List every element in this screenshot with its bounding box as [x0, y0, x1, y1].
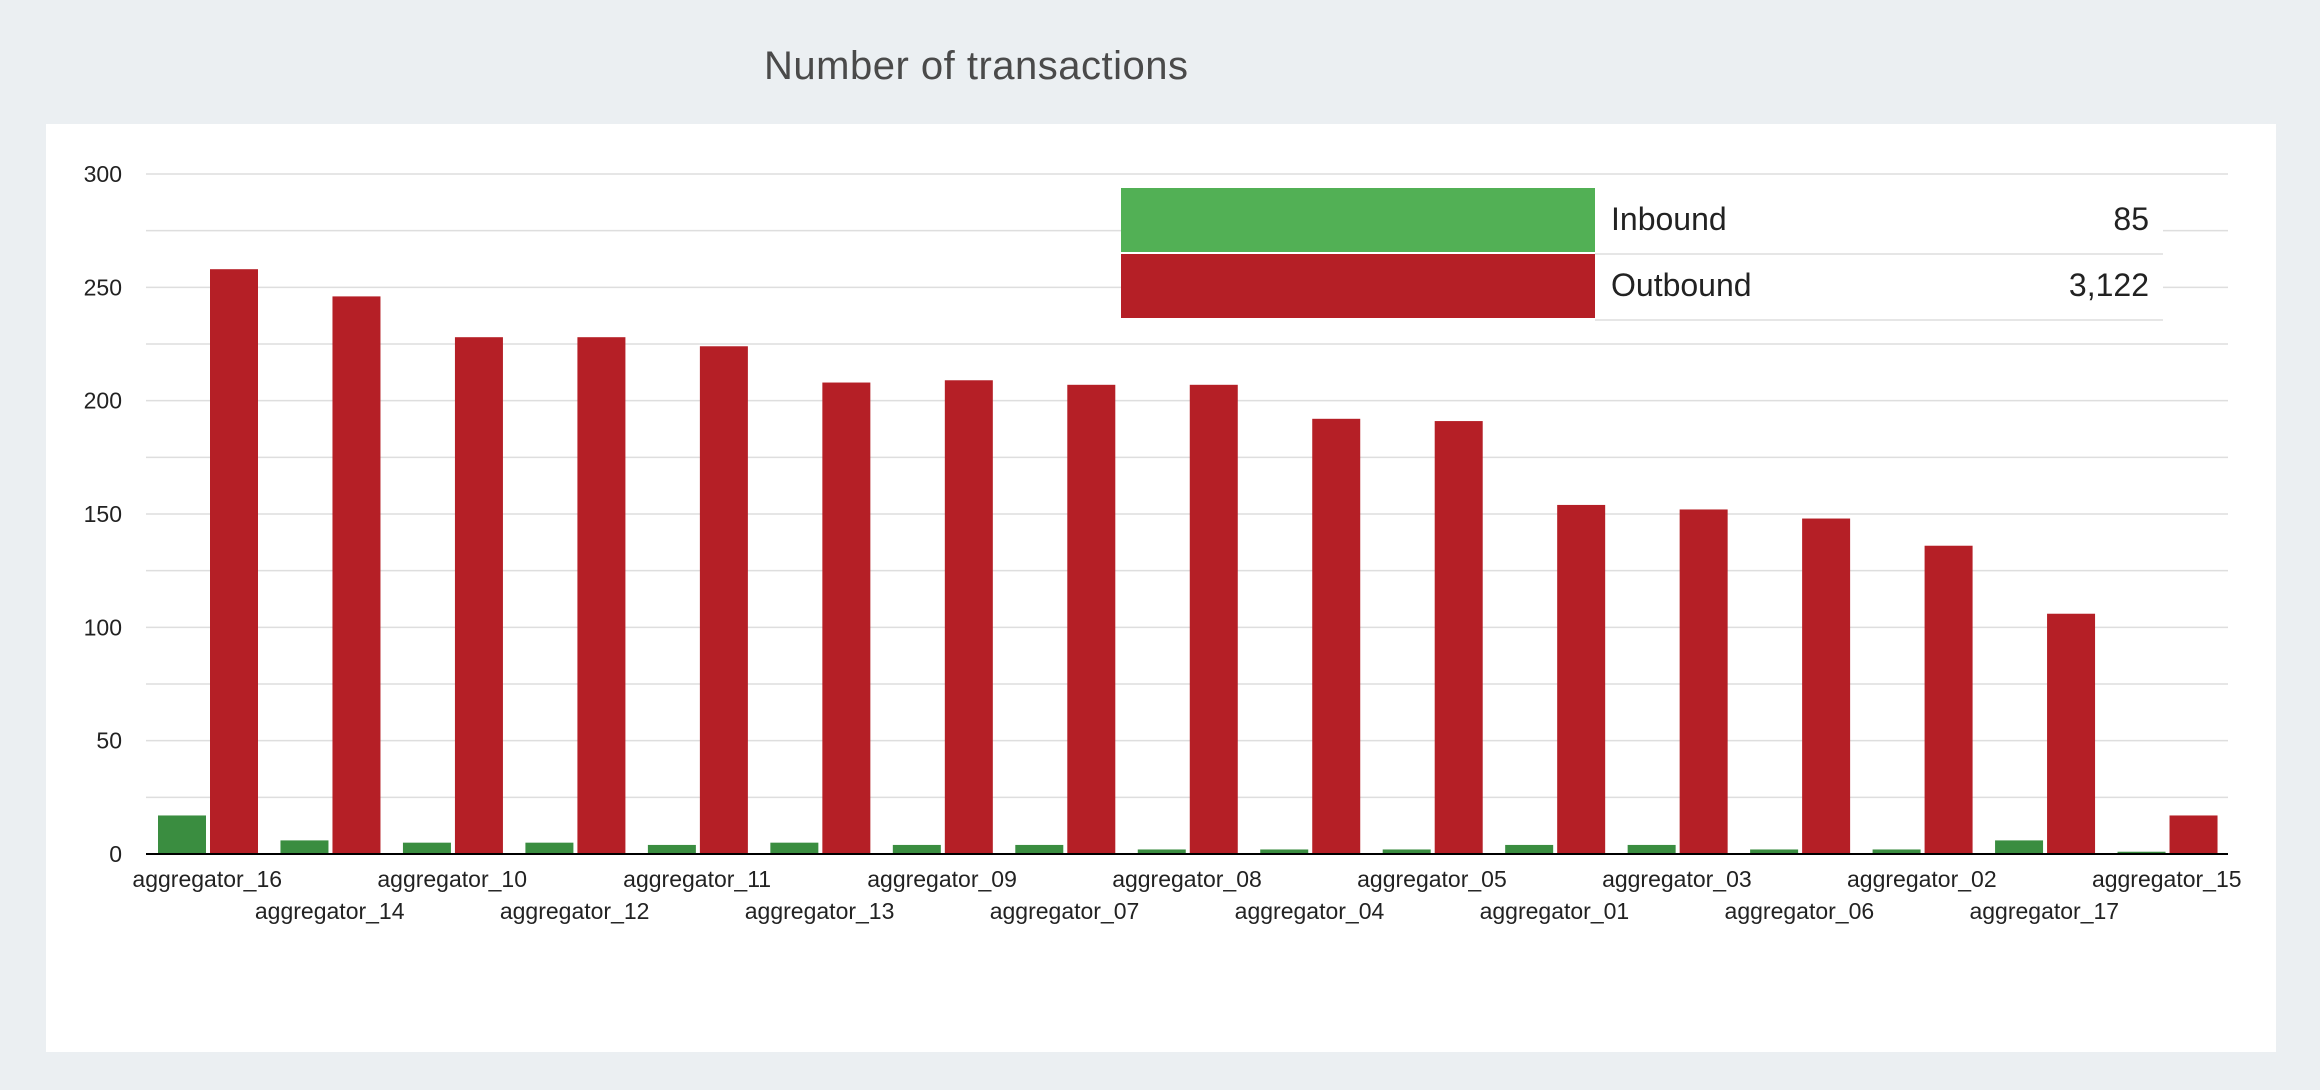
legend-label: Inbound	[1611, 201, 1727, 237]
x-tick-label: aggregator_09	[867, 866, 1017, 892]
x-tick-label: aggregator_06	[1725, 898, 1875, 924]
legend-total: 3,122	[2069, 267, 2149, 303]
legend-total: 85	[2113, 201, 2149, 237]
bar-outbound[interactable]	[2169, 815, 2218, 854]
x-tick-label: aggregator_07	[990, 898, 1140, 924]
x-tick-label: aggregator_16	[132, 866, 282, 892]
bar-outbound[interactable]	[1679, 509, 1728, 854]
bar-outbound[interactable]	[2047, 613, 2096, 854]
x-axis-labels: aggregator_16aggregator_14aggregator_10a…	[132, 866, 2241, 924]
bar-inbound[interactable]	[647, 844, 696, 854]
bar-outbound[interactable]	[1189, 384, 1238, 854]
bar-inbound[interactable]	[1750, 849, 1799, 854]
chart-panel: 0 50 100 150 200 250 300 aggregator_16 aggregat…	[46, 124, 2276, 1052]
bar-inbound[interactable]	[280, 840, 329, 854]
bar-outbound[interactable]	[454, 337, 503, 854]
bar-outbound[interactable]	[1434, 421, 1483, 854]
bar-outbound[interactable]	[944, 380, 993, 854]
bar-outbound[interactable]	[1312, 418, 1361, 854]
bar-outbound[interactable]	[210, 269, 258, 854]
x-tick-label: aggregator_17	[1969, 898, 2119, 924]
x-tick-label: aggregator_08	[1112, 866, 1262, 892]
bar-inbound[interactable]	[1995, 840, 2044, 854]
y-tick-label: 250	[84, 274, 122, 300]
x-tick-label: aggregator_04	[1235, 898, 1385, 924]
x-tick-label: aggregator_03	[1602, 866, 1752, 892]
bar-inbound[interactable]	[1260, 849, 1309, 854]
chart-title: Number of transactions	[764, 44, 1189, 88]
x-tick-label: aggregator_01	[1480, 898, 1630, 924]
x-tick-label: aggregator_02	[1847, 866, 1997, 892]
bar-outbound[interactable]	[1924, 545, 1973, 854]
bar-inbound[interactable]	[1382, 849, 1431, 854]
bar-inbound[interactable]	[770, 842, 819, 854]
y-axis-ticks: 0 50 100 150 200 250 300	[84, 161, 122, 867]
x-tick-label: aggregator_12	[500, 898, 650, 924]
y-tick-label: 0	[109, 841, 122, 867]
bar-outbound[interactable]	[1067, 384, 1116, 854]
bar-inbound[interactable]	[1627, 844, 1676, 854]
x-tick-label: aggregator_11	[623, 866, 771, 892]
bar-inbound[interactable]	[2117, 851, 2166, 854]
legend: Inbound 85 Outbound 3,122	[1121, 188, 2163, 340]
y-tick-label: 100	[84, 614, 122, 640]
bar-outbound[interactable]	[332, 296, 381, 854]
bar-inbound[interactable]	[1137, 849, 1186, 854]
legend-swatch-outbound	[1121, 254, 1595, 318]
x-tick-label: aggregator_13	[745, 898, 895, 924]
bar-inbound[interactable]	[1505, 844, 1554, 854]
bar-outbound[interactable]	[1557, 504, 1606, 854]
bar-inbound[interactable]	[158, 815, 206, 854]
bar-inbound[interactable]	[1872, 849, 1921, 854]
x-tick-label: aggregator_10	[377, 866, 527, 892]
bar-inbound[interactable]	[402, 842, 451, 854]
x-tick-label: aggregator_14	[255, 898, 405, 924]
bar-inbound[interactable]	[892, 844, 941, 854]
x-tick-label: aggregator_15	[2092, 866, 2242, 892]
bars	[146, 269, 2228, 855]
y-tick-label: 300	[84, 161, 122, 187]
y-tick-label: 200	[84, 388, 122, 414]
legend-swatch-inbound	[1121, 188, 1595, 252]
y-tick-label: 50	[96, 728, 122, 754]
y-tick-label: 150	[84, 501, 122, 527]
bar-outbound[interactable]	[822, 382, 871, 854]
bar-outbound[interactable]	[1802, 518, 1851, 854]
bar-outbound[interactable]	[699, 346, 748, 854]
bar-inbound[interactable]	[525, 842, 574, 854]
x-tick-label: aggregator_05	[1357, 866, 1507, 892]
legend-label: Outbound	[1611, 267, 1752, 303]
bar-outbound[interactable]	[577, 337, 626, 854]
bar-inbound[interactable]	[1015, 844, 1064, 854]
